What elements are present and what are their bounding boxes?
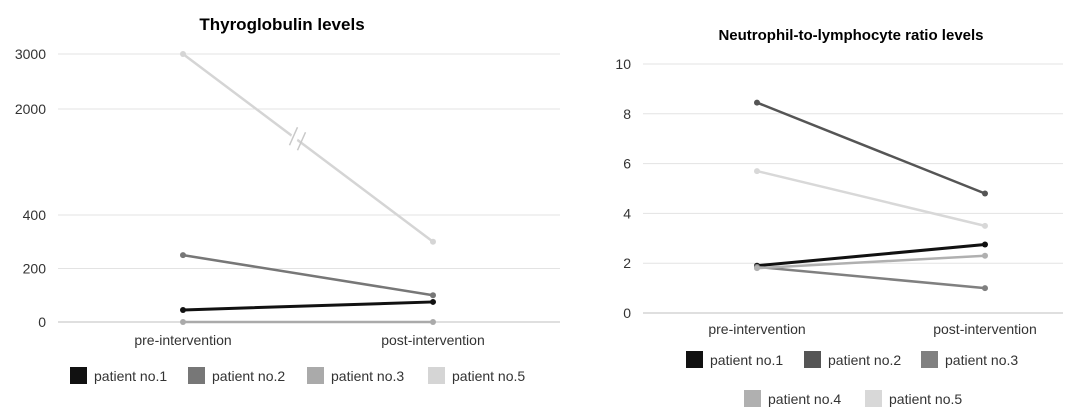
- legend-swatch-patient-no-1: [70, 367, 87, 384]
- legend-label: patient no.2: [828, 352, 901, 368]
- legend-swatch-patient-no-3: [921, 351, 938, 368]
- legend-swatch-patient-no-2: [188, 367, 205, 384]
- data-point-patient-no-4: [982, 252, 988, 259]
- y-tick-label: 10: [615, 56, 631, 72]
- y-tick-label: 8: [623, 106, 631, 122]
- series-line-patient-no-5: [181, 52, 435, 243]
- y-tick-label: 200: [23, 261, 47, 277]
- legend-swatch-patient-no-5: [865, 390, 882, 407]
- x-category-label: pre-intervention: [134, 332, 231, 348]
- x-category-label: pre-intervention: [708, 321, 805, 337]
- series-line-patient-no-4: [755, 254, 987, 270]
- legend-label: patient no.3: [331, 368, 404, 384]
- data-point-patient-no-5: [754, 168, 760, 175]
- data-point-patient-no-2: [430, 292, 436, 299]
- legend-label: patient no.3: [945, 352, 1018, 368]
- data-point-patient-no-3: [180, 319, 186, 325]
- data-point-patient-no-2: [754, 99, 760, 106]
- data-point-patient-no-2: [982, 190, 988, 197]
- legend-swatch-patient-no-3: [307, 367, 324, 384]
- legend-swatch-patient-no-1: [686, 351, 703, 368]
- y-tick-label: 6: [623, 156, 631, 172]
- x-category-label: post-intervention: [933, 321, 1037, 337]
- data-point-patient-no-2: [180, 252, 186, 259]
- data-point-patient-no-5: [430, 238, 436, 245]
- legend-swatch-patient-no-2: [804, 351, 821, 368]
- nlr-chart-panel: Neutrophil-to-lymphocyte ratio levels 0 2 4…: [601, 0, 1072, 409]
- legend-label: patient no.1: [710, 352, 783, 368]
- y-tick-label: 2000: [15, 101, 46, 117]
- data-point-patient-no-5: [982, 222, 988, 229]
- thyroglobulin-chart: Thyroglobulin levels 0 200 400 2000 3000 pre-i…: [15, 15, 560, 384]
- series-line-patient-no-1: [755, 243, 987, 268]
- series-line-patient-no-3: [755, 265, 987, 290]
- data-point-patient-no-5: [180, 51, 186, 57]
- y-tick-label: 3000: [15, 46, 46, 62]
- nlr-chart: Neutrophil-to-lymphocyte ratio levels 0 2 4…: [615, 27, 1063, 407]
- data-point-patient-no-3: [982, 285, 988, 292]
- series-line-patient-no-2: [755, 101, 987, 195]
- data-point-patient-no-1: [180, 306, 186, 313]
- y-tick-label: 0: [38, 314, 46, 330]
- chart-title: Thyroglobulin levels: [199, 15, 364, 34]
- y-tick-label: 2: [623, 255, 631, 271]
- legend-swatch-patient-no-4: [744, 390, 761, 407]
- legend-label: patient no.5: [889, 391, 962, 407]
- chart-title: Neutrophil-to-lymphocyte ratio levels: [718, 27, 983, 44]
- legend-swatch-patient-no-5: [428, 367, 445, 384]
- legend-label: patient no.2: [212, 368, 285, 384]
- x-category-label: post-intervention: [381, 332, 485, 348]
- series-line-patient-no-1: [181, 300, 435, 312]
- legend-label: patient no.1: [94, 368, 167, 384]
- y-tick-label: 4: [623, 205, 631, 221]
- data-point-patient-no-4: [754, 265, 760, 272]
- y-tick-label: 0: [623, 305, 631, 321]
- axis-break-gap: [288, 124, 303, 146]
- axis-break-mark: [296, 131, 307, 151]
- data-point-patient-no-3: [430, 319, 436, 325]
- thyroglobulin-chart-panel: Thyroglobulin levels 0 200 400 2000 3000 pre-i…: [14, 15, 560, 384]
- series-line-patient-no-2: [181, 253, 435, 297]
- series-line-patient-no-5: [755, 169, 987, 228]
- legend-label: patient no.5: [452, 368, 525, 384]
- axis-break-mark: [288, 126, 299, 146]
- data-point-patient-no-1: [982, 241, 988, 248]
- y-tick-label: 400: [23, 207, 47, 223]
- data-point-patient-no-1: [430, 298, 436, 305]
- legend-label: patient no.4: [768, 391, 841, 407]
